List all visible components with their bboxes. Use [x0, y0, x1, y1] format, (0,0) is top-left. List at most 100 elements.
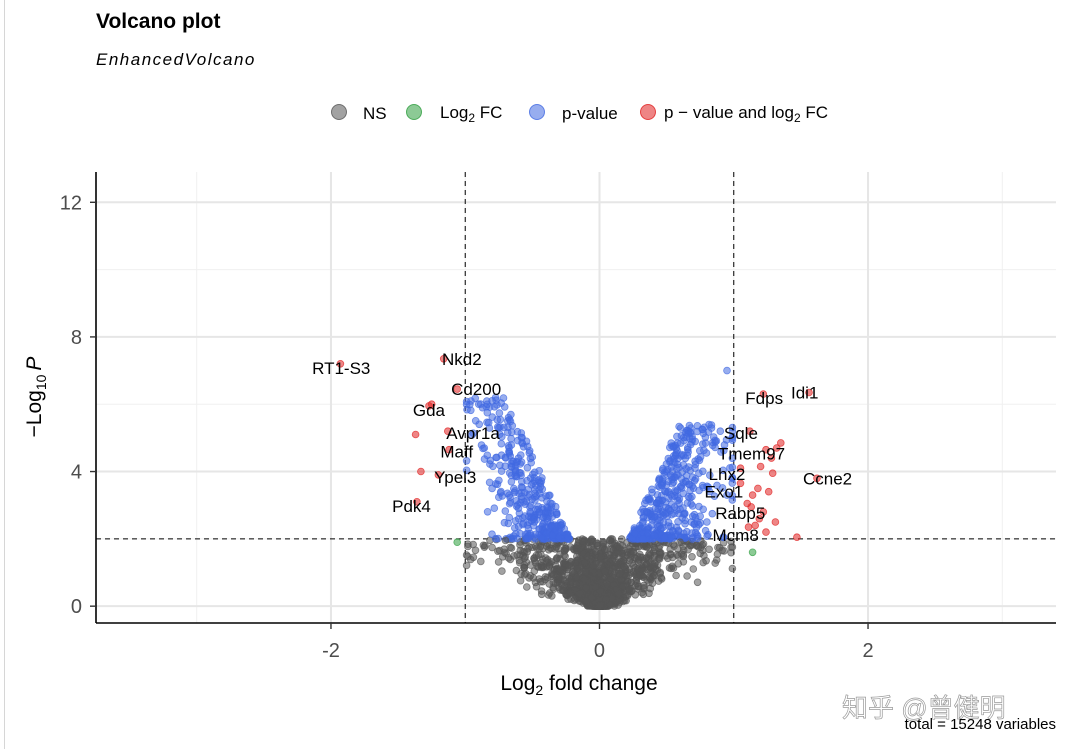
point-ns	[657, 575, 666, 583]
point-p	[523, 463, 532, 472]
point-p	[520, 498, 528, 506]
point-ns	[549, 585, 558, 593]
point-p	[691, 528, 700, 537]
point-p	[462, 456, 471, 465]
point-ns	[580, 575, 589, 584]
point-p	[483, 507, 492, 516]
point-ns	[476, 557, 485, 566]
point-p	[711, 438, 720, 446]
point-ns	[667, 564, 676, 573]
legend: NS Log2 FC p-value p − value and log2 FC	[331, 103, 828, 125]
point-ns	[538, 577, 547, 586]
point-p	[490, 504, 499, 513]
point-ns	[617, 576, 625, 584]
point-p	[526, 529, 535, 538]
point-p	[674, 517, 682, 526]
gene-label-nkd2: Nkd2	[442, 350, 482, 369]
point-gda	[425, 402, 433, 410]
point-ns	[589, 561, 597, 570]
chart-title: Volcano plot	[96, 10, 220, 33]
axes: 0 4 8 12 -2 0 2	[60, 172, 1056, 662]
point-p	[517, 429, 526, 437]
gene-label-idi1: Idi1	[791, 384, 818, 403]
point-p	[523, 442, 532, 451]
point-p	[703, 482, 711, 491]
legend-label-fc-sub: 2	[468, 111, 475, 125]
point-ns	[469, 553, 478, 562]
point-ns	[650, 571, 659, 579]
point-p	[661, 487, 670, 496]
point-p	[719, 533, 727, 542]
point-p	[485, 424, 494, 432]
point-p	[670, 473, 678, 482]
gene-label-gda: Gda	[413, 401, 446, 420]
point-p	[681, 519, 689, 528]
point-ns	[556, 564, 564, 573]
point-sqle	[746, 427, 754, 436]
gene-label-lhx2: Lhx2	[709, 465, 746, 484]
point-fc-p	[755, 514, 764, 523]
y-tick-label: 12	[60, 192, 82, 214]
point-rabp5	[747, 503, 755, 511]
point-p	[710, 492, 719, 501]
point-ns	[727, 548, 735, 557]
point-ns	[537, 587, 546, 595]
legend-label-fc-p: p − value and log2 FC	[664, 103, 828, 125]
point-p	[696, 512, 704, 520]
point-p	[650, 531, 659, 540]
point-ns	[525, 543, 533, 551]
point-ns	[696, 549, 704, 558]
point-ns	[512, 566, 521, 575]
caption: total = 15248 variables	[905, 716, 1056, 733]
gene-label-ccne2: Ccne2	[803, 469, 852, 488]
legend-item-ns: NS	[331, 104, 387, 123]
point-ns	[549, 571, 558, 579]
point-fdps	[759, 390, 768, 398]
point-rt1-s3	[336, 359, 345, 368]
point-p	[495, 476, 503, 485]
point-ns	[516, 576, 525, 585]
point-p	[518, 438, 526, 447]
point-fc-p	[776, 439, 785, 447]
point-ns	[567, 578, 575, 586]
point-sample	[474, 400, 483, 409]
y-axis-title-var: P	[23, 357, 46, 371]
point-ns	[471, 546, 480, 555]
point-p	[694, 520, 703, 529]
point-ns	[581, 567, 590, 576]
point-p	[554, 533, 563, 542]
point-p	[670, 503, 679, 511]
point-ns	[532, 582, 541, 591]
point-p	[660, 533, 669, 542]
point-p	[511, 517, 520, 525]
gene-label-maff: Maff	[440, 443, 473, 462]
point-ns	[520, 563, 528, 572]
point-fc-p	[793, 533, 801, 541]
legend-label-fc-main: Log	[440, 103, 468, 122]
point-sample	[723, 491, 731, 499]
point-ns	[605, 536, 614, 545]
point-p	[673, 432, 681, 441]
x-axis-title-tail: fold change	[543, 672, 657, 695]
point-p	[552, 510, 561, 519]
y-axis-title: −Log10 P	[23, 357, 49, 438]
point-ns	[542, 542, 551, 550]
gene-label-rt1-s3: RT1-S3	[312, 359, 370, 378]
point-p	[728, 454, 737, 463]
point-p	[657, 524, 665, 533]
point-p	[644, 523, 652, 531]
point-p	[719, 446, 728, 455]
point-ns	[573, 564, 581, 573]
point-p	[518, 513, 527, 522]
point-avpr1a	[443, 427, 452, 436]
point-ns	[530, 553, 539, 562]
legend-item-fc-p: p − value and log2 FC	[640, 103, 828, 125]
point-ns	[688, 552, 696, 561]
point-ns	[672, 571, 680, 580]
point-sample	[723, 366, 731, 375]
legend-label-fc: Log2 FC	[440, 103, 502, 125]
point-p	[676, 424, 685, 432]
point-ns	[596, 587, 604, 595]
point-ns	[530, 567, 539, 575]
point-p	[672, 449, 681, 457]
